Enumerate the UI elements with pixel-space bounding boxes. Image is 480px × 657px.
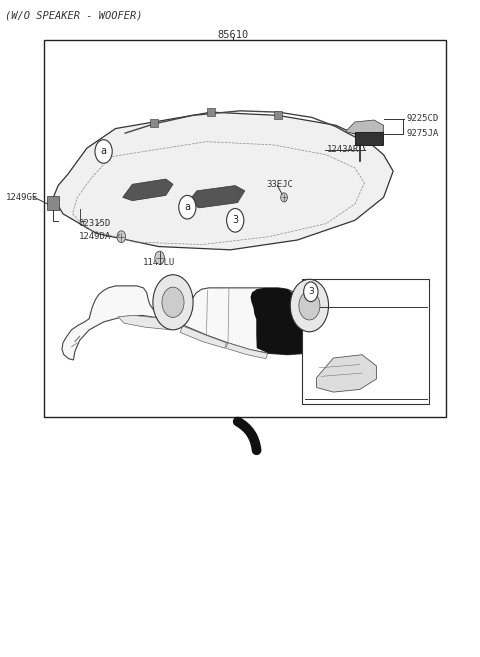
Bar (355, 132, 383, 145)
Circle shape (281, 193, 288, 202)
Text: 3: 3 (308, 287, 314, 296)
Polygon shape (62, 286, 362, 360)
Bar (47, 196, 59, 210)
Text: 89E55E: 89E55E (325, 287, 358, 296)
Bar (150, 120, 157, 127)
Text: 33EJC: 33EJC (267, 180, 294, 189)
Text: 9275JA: 9275JA (407, 129, 439, 138)
Text: 1249GE: 1249GE (5, 193, 38, 202)
Polygon shape (251, 288, 356, 355)
Circle shape (304, 282, 318, 302)
Polygon shape (187, 185, 245, 208)
Polygon shape (123, 179, 173, 200)
Text: (W/O SPEAKER - WOOFER): (W/O SPEAKER - WOOFER) (5, 11, 143, 20)
Polygon shape (118, 315, 180, 330)
Text: 3: 3 (232, 215, 238, 225)
Circle shape (153, 275, 193, 330)
Circle shape (162, 287, 184, 317)
Polygon shape (345, 120, 384, 137)
Bar (275, 111, 282, 119)
Bar (44, 40, 446, 417)
Circle shape (179, 195, 196, 219)
Polygon shape (317, 355, 376, 392)
Circle shape (95, 140, 112, 164)
Text: 02315D: 02315D (79, 219, 111, 228)
Polygon shape (180, 326, 227, 348)
Bar (207, 108, 215, 116)
Polygon shape (53, 112, 393, 250)
Bar (302, 279, 429, 404)
Text: 1149LU: 1149LU (144, 258, 176, 267)
Text: a: a (184, 202, 191, 212)
Polygon shape (226, 343, 268, 359)
Text: 1249DA: 1249DA (79, 231, 111, 240)
Circle shape (155, 251, 164, 264)
Circle shape (227, 208, 244, 232)
Circle shape (299, 291, 320, 320)
Text: 85610: 85610 (217, 30, 249, 40)
Text: 1243AR: 1243AR (327, 145, 360, 154)
Text: a: a (101, 147, 107, 156)
Text: 9225CD: 9225CD (407, 114, 439, 124)
Circle shape (290, 279, 328, 332)
Circle shape (117, 231, 126, 242)
